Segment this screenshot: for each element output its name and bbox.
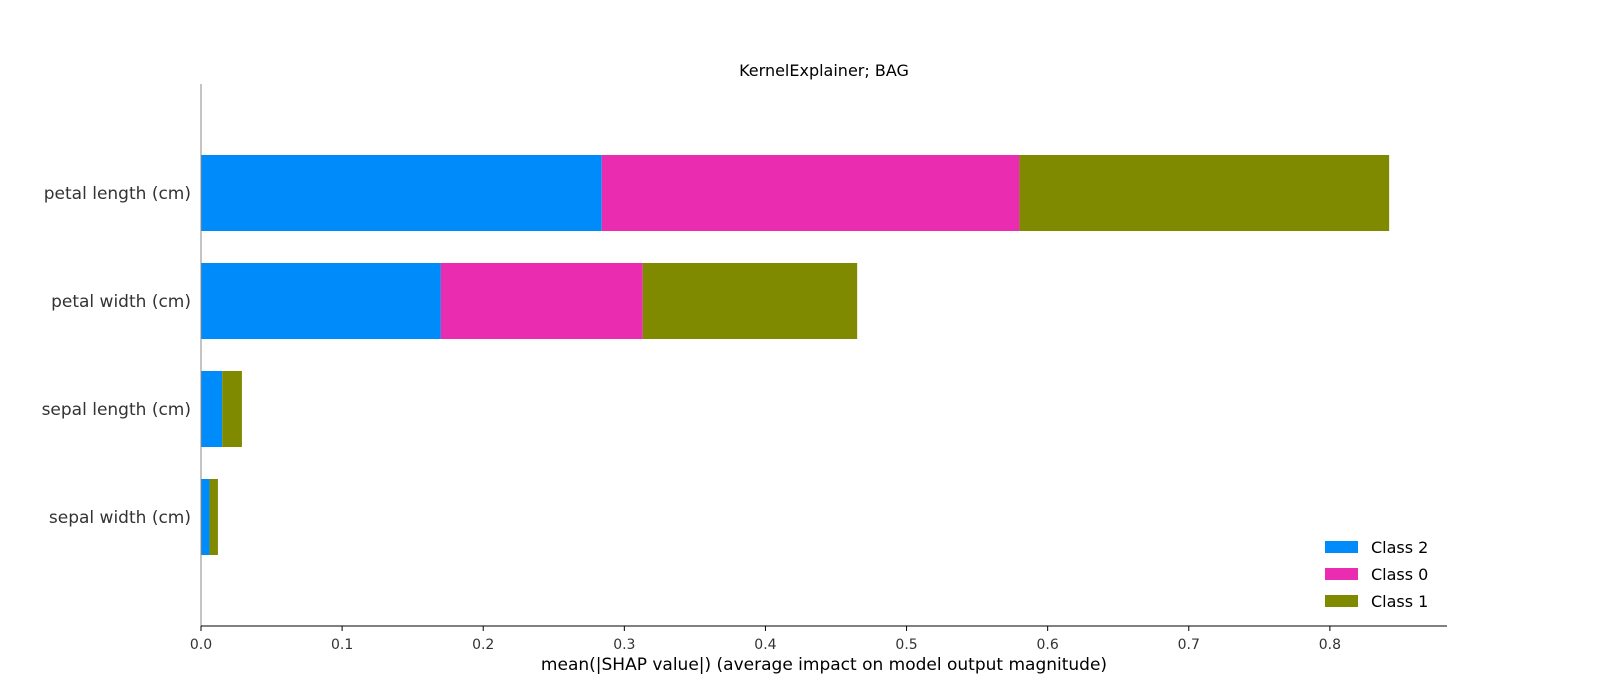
bar-petal-width-cm-series-2 [642, 263, 858, 339]
x-tick-label: 0.6 [1037, 637, 1059, 653]
y-tick-label: sepal length (cm) [42, 400, 191, 420]
bar-petal-width-cm-series-1 [440, 263, 643, 339]
bar-sepal-length-cm-series-2 [222, 371, 242, 447]
legend-label: Class 1 [1371, 592, 1428, 611]
x-tick-label: 0.2 [472, 637, 494, 653]
y-tick-label: sepal width (cm) [49, 508, 191, 528]
x-tick-label: 0.1 [331, 637, 353, 653]
x-tick-label: 0.0 [190, 637, 212, 653]
x-tick-label: 0.7 [1178, 637, 1200, 653]
x-axis: 0.0 0.1 0.2 0.3 0.4 0.5 0.6 0.7 0.8 [190, 625, 1447, 653]
bar-petal-length-cm-series-2 [1019, 155, 1390, 231]
x-tick-label: 0.8 [1319, 637, 1341, 653]
y-axis: petal length (cm) petal width (cm) sepal l… [42, 84, 202, 626]
x-tick-label: 0.4 [754, 637, 776, 653]
bar-sepal-width-cm-series-2 [209, 479, 218, 555]
x-tick-label: 0.5 [895, 637, 917, 653]
legend-label: Class 2 [1371, 538, 1428, 557]
x-tick-label: 0.3 [613, 637, 635, 653]
legend-label: Class 0 [1371, 565, 1428, 584]
bar-petal-length-cm-series-0 [201, 155, 602, 231]
y-tick-label: petal length (cm) [44, 184, 191, 204]
legend-swatch [1325, 568, 1358, 580]
bars-group [201, 155, 1390, 555]
x-axis-label: mean(|SHAP value|) (average impact on mo… [541, 655, 1107, 675]
legend-swatch [1325, 595, 1358, 607]
chart-title: KernelExplainer; BAG [739, 61, 909, 80]
bar-petal-length-cm-series-1 [601, 155, 1020, 231]
bar-sepal-length-cm-series-0 [201, 371, 223, 447]
legend: Class 2 Class 0 Class 1 [1325, 538, 1428, 611]
bar-sepal-width-cm-series-0 [201, 479, 210, 555]
legend-swatch [1325, 541, 1358, 553]
bar-petal-width-cm-series-0 [201, 263, 441, 339]
y-tick-label: petal width (cm) [51, 292, 191, 312]
